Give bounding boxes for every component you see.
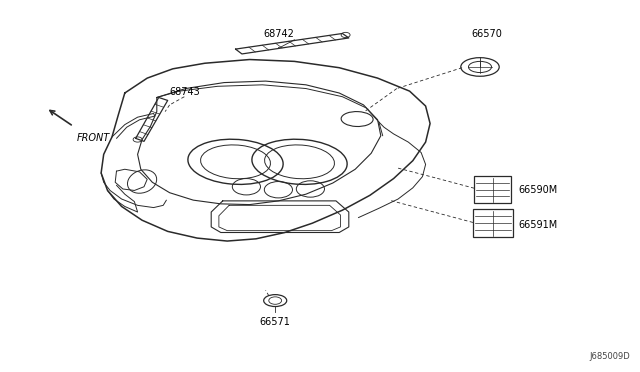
Text: 66571: 66571 [260, 317, 291, 327]
Text: 66570: 66570 [471, 29, 502, 39]
Text: 68743: 68743 [169, 87, 200, 97]
Text: 66591M: 66591M [518, 220, 557, 230]
Text: J685009D: J685009D [589, 352, 630, 361]
Text: 68742: 68742 [263, 29, 294, 39]
Text: 66590M: 66590M [518, 185, 557, 195]
Text: FRONT: FRONT [77, 133, 110, 143]
